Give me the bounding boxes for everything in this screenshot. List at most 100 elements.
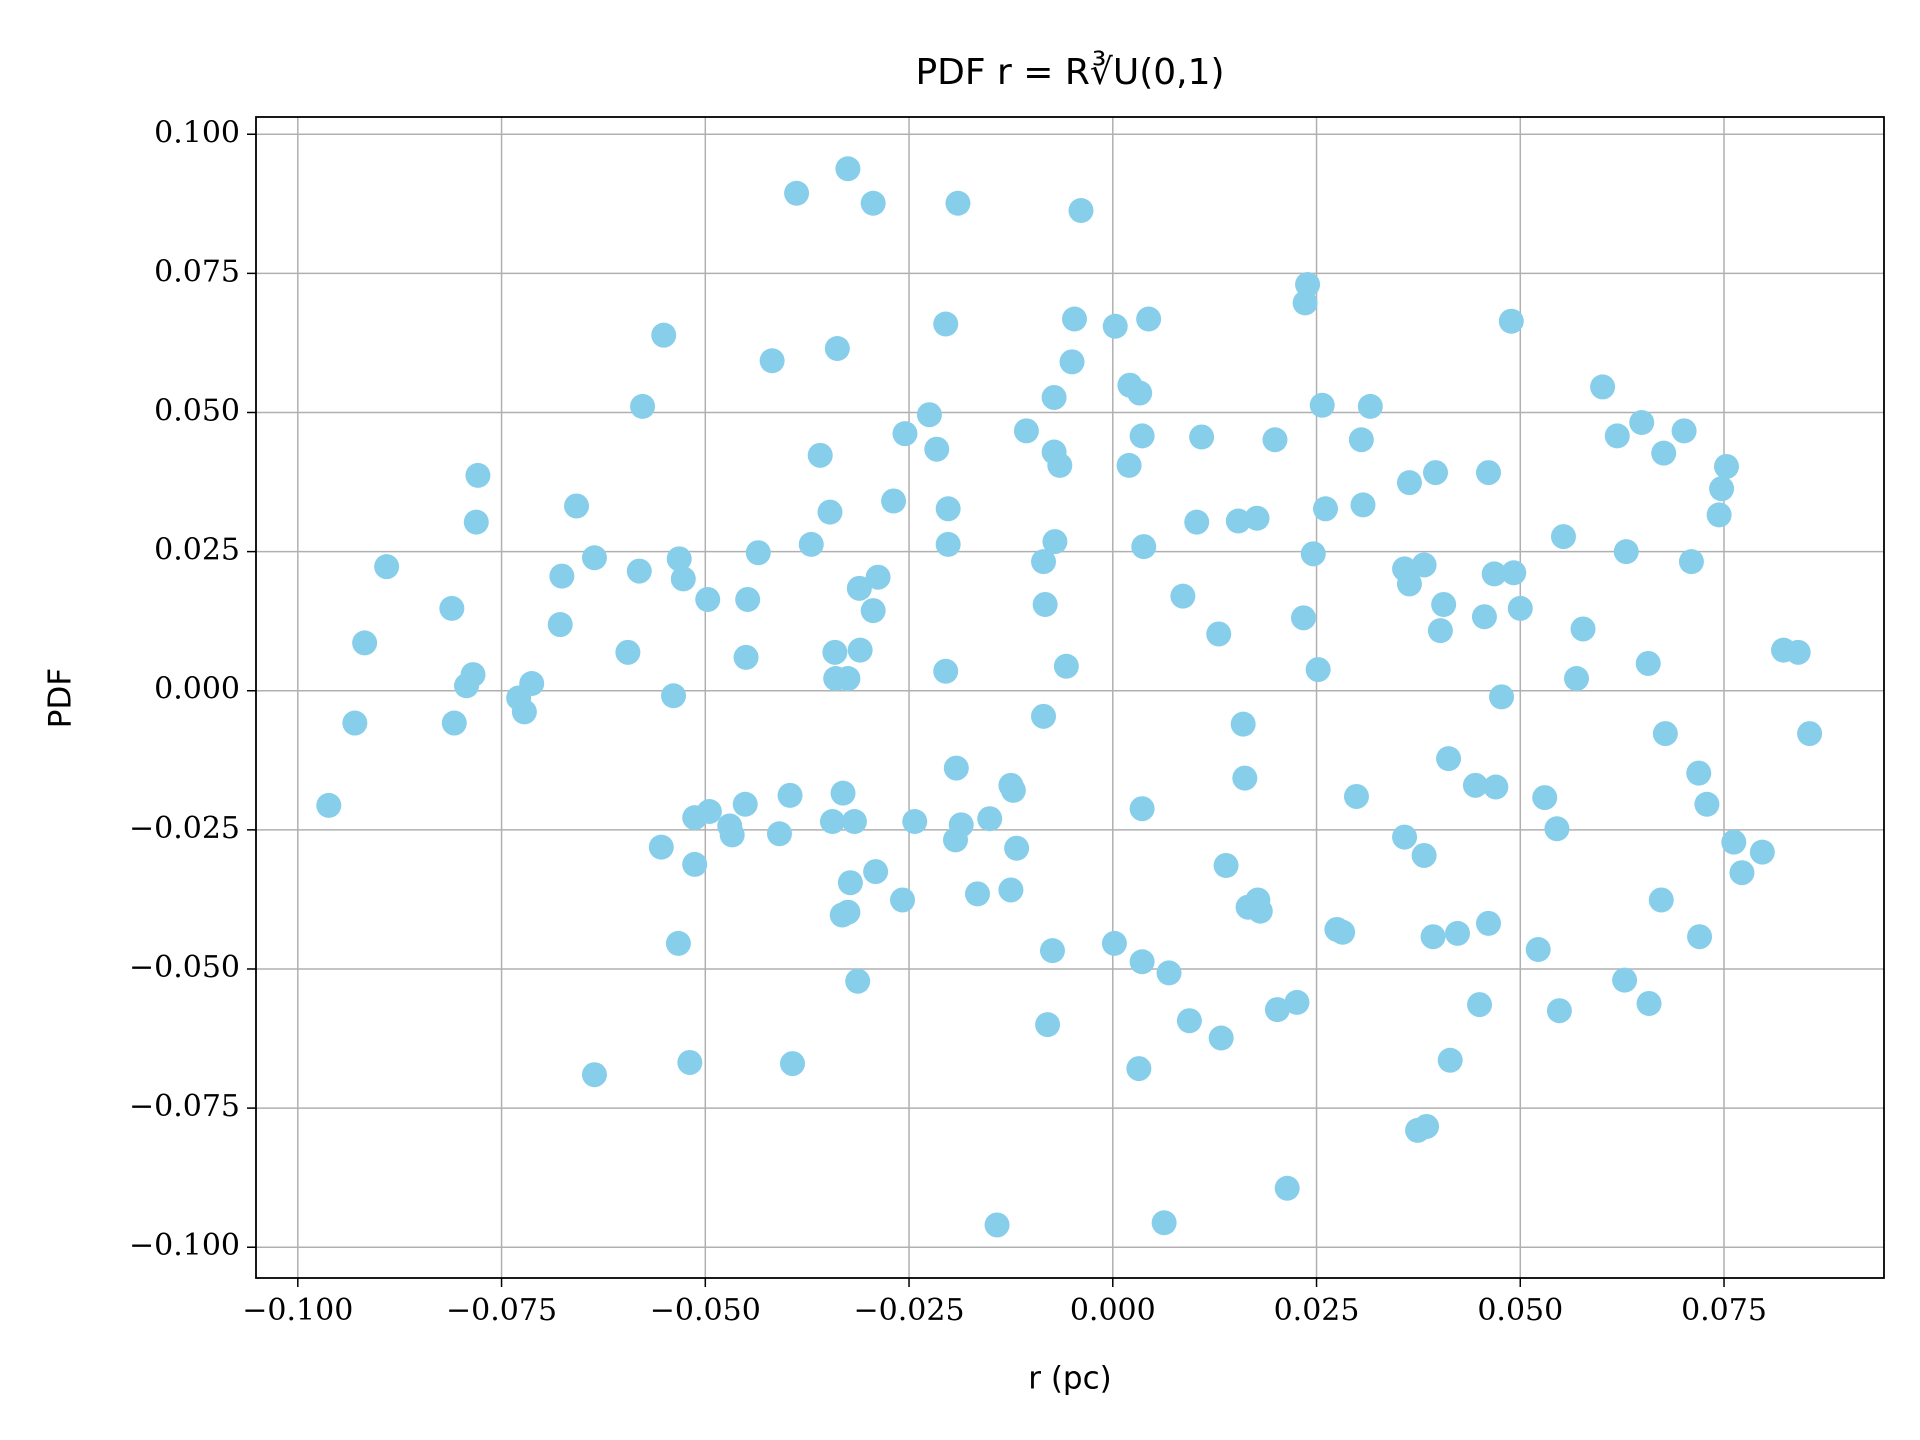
point xyxy=(1031,549,1057,575)
point xyxy=(695,586,721,612)
point xyxy=(847,637,873,663)
point xyxy=(1059,349,1085,375)
point xyxy=(441,710,467,736)
point xyxy=(1247,898,1273,924)
point xyxy=(564,493,590,519)
point xyxy=(1312,496,1338,522)
point xyxy=(924,436,950,462)
y-tick-label: 0.050 xyxy=(154,393,240,428)
point xyxy=(342,710,368,736)
point xyxy=(1126,1056,1152,1082)
point xyxy=(1350,492,1376,518)
point xyxy=(1357,393,1383,419)
point xyxy=(1047,452,1073,478)
point xyxy=(1687,924,1713,950)
point xyxy=(1420,924,1446,950)
point xyxy=(1652,721,1678,747)
point xyxy=(1102,313,1128,339)
point xyxy=(830,780,856,806)
point xyxy=(798,531,824,557)
point xyxy=(902,809,928,835)
point xyxy=(1405,1117,1431,1143)
point xyxy=(977,806,1003,832)
point xyxy=(1129,423,1155,449)
point xyxy=(1686,760,1712,786)
y-tick-label: −0.100 xyxy=(129,1228,240,1263)
point xyxy=(670,566,696,592)
point xyxy=(1230,711,1256,737)
point xyxy=(935,531,961,557)
point xyxy=(1041,384,1067,410)
point xyxy=(1262,427,1288,453)
point xyxy=(1061,306,1087,332)
point xyxy=(1445,920,1471,946)
point xyxy=(735,586,761,612)
point xyxy=(1498,308,1524,334)
point xyxy=(863,859,889,885)
point xyxy=(1471,604,1497,630)
point xyxy=(1437,1047,1463,1073)
y-tick-label: 0.025 xyxy=(154,533,240,568)
point xyxy=(1004,835,1030,861)
point xyxy=(1225,508,1251,534)
point xyxy=(615,639,641,665)
point xyxy=(1604,423,1630,449)
point xyxy=(1411,552,1437,578)
point xyxy=(784,180,810,206)
point xyxy=(719,822,745,848)
point xyxy=(777,782,803,808)
point xyxy=(1232,765,1258,791)
point xyxy=(1713,453,1739,479)
point xyxy=(1136,306,1162,332)
point xyxy=(1467,992,1493,1018)
point xyxy=(1546,998,1572,1024)
y-tick-label: 0.000 xyxy=(154,672,240,707)
point xyxy=(1483,774,1509,800)
point xyxy=(860,190,886,216)
point xyxy=(1000,777,1026,803)
point xyxy=(666,546,692,572)
point xyxy=(677,1049,703,1075)
point xyxy=(1129,949,1155,975)
point xyxy=(819,809,845,835)
point xyxy=(1264,997,1290,1023)
x-tick-label: 0.050 xyxy=(1477,1293,1563,1328)
point xyxy=(454,673,480,699)
point xyxy=(1648,887,1674,913)
chart-title: PDF r = R∛U(0,1) xyxy=(915,50,1224,93)
point xyxy=(829,902,855,928)
point xyxy=(374,554,400,580)
point xyxy=(1678,549,1704,575)
point xyxy=(1507,595,1533,621)
point xyxy=(1042,529,1068,555)
y-tick-label: 0.075 xyxy=(154,254,240,289)
point xyxy=(1176,1008,1202,1034)
point xyxy=(1396,470,1422,496)
point xyxy=(1116,452,1142,478)
point xyxy=(933,658,959,684)
x-tick-label: −0.025 xyxy=(854,1293,965,1328)
point xyxy=(1295,272,1321,298)
point xyxy=(1636,990,1662,1016)
point xyxy=(841,809,867,835)
point xyxy=(1129,796,1155,822)
point xyxy=(1032,591,1058,617)
point xyxy=(1797,721,1823,747)
point xyxy=(835,156,861,182)
x-tick-label: −0.100 xyxy=(242,1293,353,1328)
point xyxy=(1244,505,1270,531)
point xyxy=(998,877,1024,903)
point xyxy=(581,1062,607,1088)
point xyxy=(1709,476,1735,502)
point xyxy=(860,598,886,624)
point xyxy=(1785,639,1811,665)
point xyxy=(1729,860,1755,886)
point xyxy=(822,639,848,665)
point xyxy=(1101,930,1127,956)
point xyxy=(1208,1025,1234,1051)
point xyxy=(965,881,990,907)
point xyxy=(549,563,575,589)
point xyxy=(1436,746,1462,772)
point xyxy=(1564,665,1590,691)
